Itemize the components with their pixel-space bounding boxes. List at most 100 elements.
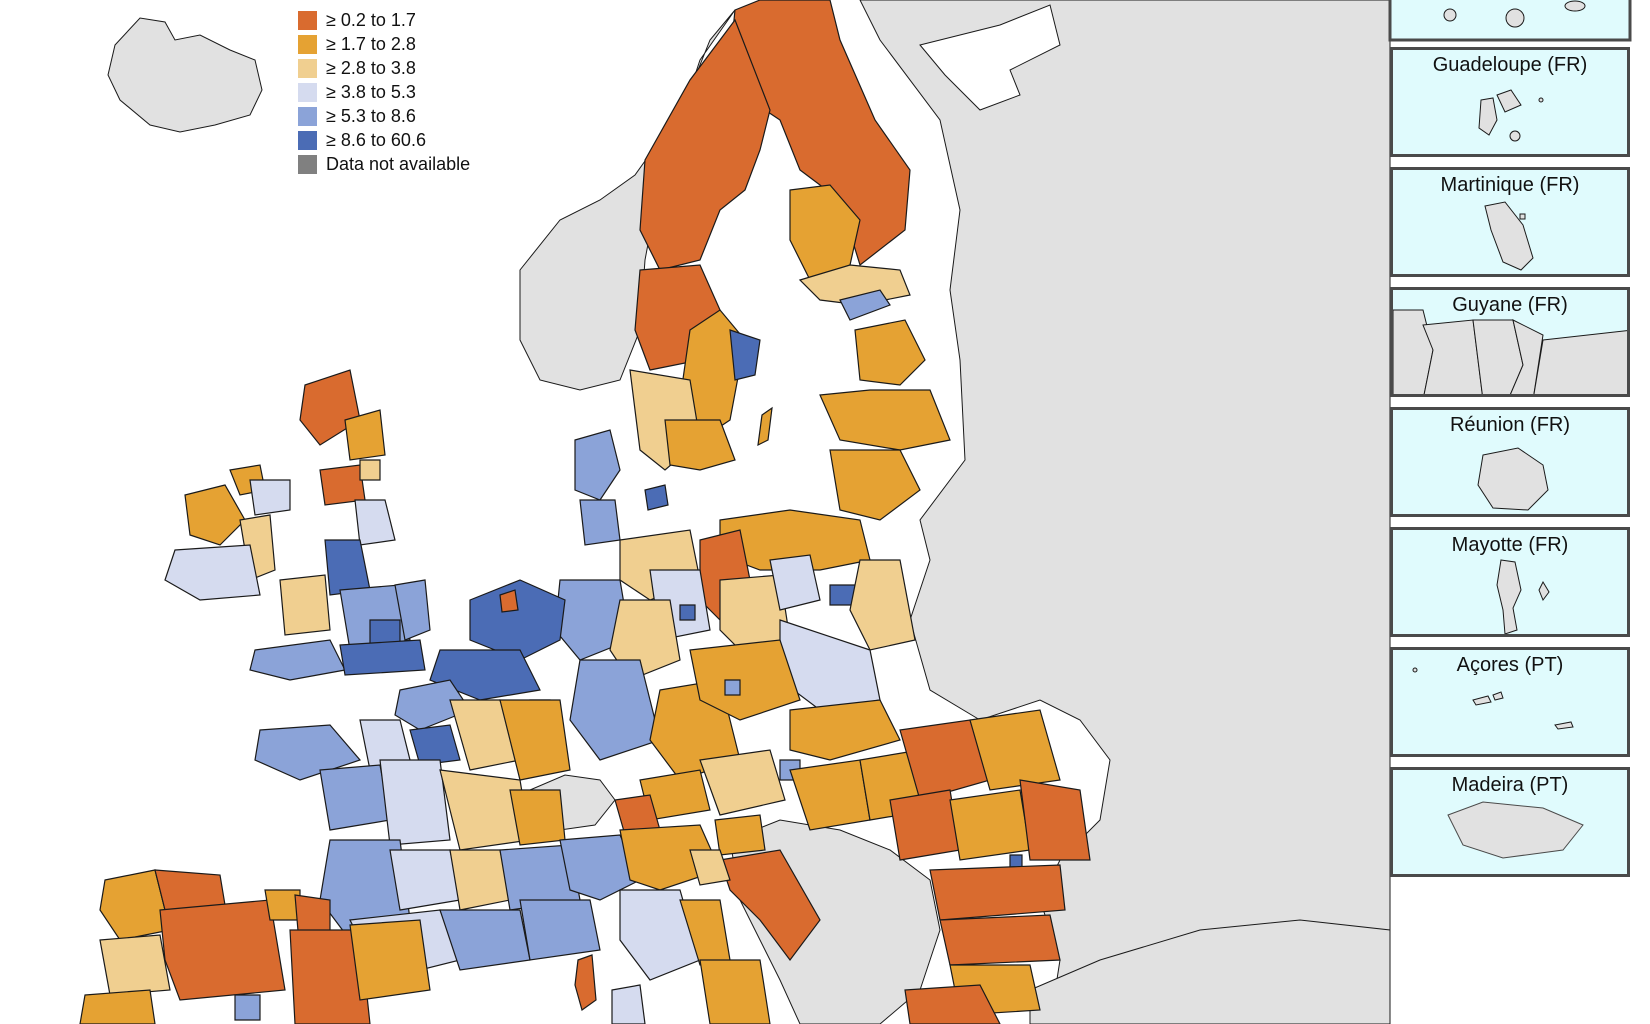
region-ireland-west (184, 484, 246, 546)
region-romania-east (1019, 779, 1091, 861)
region-gotland (757, 406, 773, 447)
region-scotland-south (319, 464, 366, 506)
region-pays-de-la-loire (319, 764, 391, 831)
mayotte-shape (1496, 559, 1550, 634)
martinique-shape (1484, 201, 1534, 271)
region-berlin (679, 604, 696, 621)
inset-title: Guyane (FR) (1452, 294, 1568, 316)
region-poland-central (769, 554, 821, 611)
legend-label: ≥ 5.3 to 8.6 (326, 106, 416, 126)
inset-guyane: Guyane (FR) (1390, 287, 1630, 397)
region-england-southeast (339, 639, 426, 676)
region-estonia (854, 319, 926, 386)
region-wales (279, 574, 331, 636)
inset-acores: Açores (PT) (1390, 647, 1630, 757)
legend-swatch (298, 82, 317, 102)
legend-swatch (298, 58, 317, 78)
region-scotland-north (299, 369, 361, 446)
region-edinburgh (359, 459, 381, 481)
region-greece-north (904, 984, 1001, 1024)
inset-martinique: Martinique (FR) (1390, 167, 1630, 277)
region-germany-south (569, 659, 661, 761)
guyane-shape (1393, 309, 1627, 394)
eu-regions (79, 0, 1091, 1024)
region-franche-comte (509, 789, 566, 846)
region-italy-south (699, 959, 771, 1024)
region-poland-east (849, 559, 916, 651)
region-centre (379, 759, 451, 846)
region-stockholm (729, 329, 761, 381)
legend-label: ≥ 3.8 to 5.3 (326, 82, 416, 102)
region-prague (724, 679, 741, 696)
region-belgium (429, 649, 541, 701)
region-portugal-north (99, 934, 171, 996)
legend-label: ≥ 0.2 to 1.7 (326, 10, 416, 30)
region-romania-northeast (969, 709, 1061, 791)
region-madrid (234, 994, 261, 1021)
region-denmark-south (579, 499, 621, 546)
region-hungary-west (789, 759, 871, 831)
region-czechia (689, 639, 801, 721)
region-northern-ireland (249, 479, 291, 516)
region-romania-center (949, 789, 1031, 861)
region-portugal-center (79, 989, 156, 1024)
legend-swatch (298, 10, 317, 30)
inset-top-panel (1388, 0, 1632, 42)
turkey-shape (1029, 919, 1391, 1024)
region-sweden-south (664, 419, 736, 471)
region-limousin (389, 849, 461, 911)
legend-row: Data not available (298, 152, 470, 176)
region-netherlands-north (499, 589, 519, 613)
region-lithuania (829, 449, 921, 521)
region-croatia (719, 849, 821, 961)
inset-guadeloupe: Guadeloupe (FR) (1390, 47, 1630, 157)
region-sardinia (611, 984, 646, 1024)
legend-swatch (298, 34, 317, 54)
region-bulgaria-north (939, 914, 1061, 966)
legend-swatch (298, 154, 317, 174)
inset-title: Açores (PT) (1456, 654, 1564, 676)
region-england-northwest (324, 539, 371, 596)
region-castilla-leon (159, 899, 286, 1001)
legend-label: Data not available (326, 154, 471, 174)
region-scotland-east (344, 409, 386, 461)
region-netherlands (469, 579, 566, 661)
legend-label: ≥ 8.6 to 60.6 (326, 130, 426, 150)
inset-title: Martinique (FR) (1440, 174, 1580, 196)
region-england-southwest (249, 639, 346, 681)
kola-shape (919, 4, 1061, 111)
region-copenhagen (644, 484, 669, 511)
region-provence (519, 899, 601, 961)
region-catalonia (349, 919, 431, 1001)
region-asturias (154, 869, 226, 911)
inset-title: Guadeloupe (FR) (1432, 54, 1588, 76)
legend-row: ≥ 3.8 to 5.3 (298, 80, 470, 104)
inset-title: Madeira (PT) (1451, 774, 1569, 796)
legend-label: ≥ 2.8 to 3.8 (326, 58, 416, 78)
madeira-shape (1447, 801, 1584, 859)
region-italy-northeast (689, 849, 731, 886)
region-france-grandest (499, 699, 571, 781)
region-romania-south (929, 864, 1066, 921)
legend-row: ≥ 2.8 to 3.8 (298, 56, 470, 80)
guadeloupe-shape (1478, 89, 1544, 142)
region-france-north (394, 679, 471, 731)
region-england-north (354, 499, 396, 546)
legend-row: ≥ 1.7 to 2.8 (298, 32, 470, 56)
region-paris (409, 724, 461, 766)
region-denmark-north (574, 429, 621, 501)
legend-row: ≥ 8.6 to 60.6 (298, 128, 470, 152)
iceland-shape (107, 17, 263, 133)
region-slovenia (714, 814, 766, 856)
reunion-shape (1477, 447, 1549, 511)
region-sweden-north (639, 18, 771, 271)
region-slovakia (789, 699, 901, 761)
region-england-east (394, 579, 431, 641)
map-legend: ≥ 0.2 to 1.7 ≥ 1.7 to 2.8 ≥ 2.8 to 3.8 ≥… (298, 8, 470, 176)
inset-madeira: Madeira (PT) (1390, 767, 1630, 877)
inset-title: Mayotte (FR) (1451, 534, 1569, 556)
region-aragon (289, 929, 371, 1024)
region-italy-north (619, 824, 721, 891)
region-helsinki (839, 289, 891, 321)
